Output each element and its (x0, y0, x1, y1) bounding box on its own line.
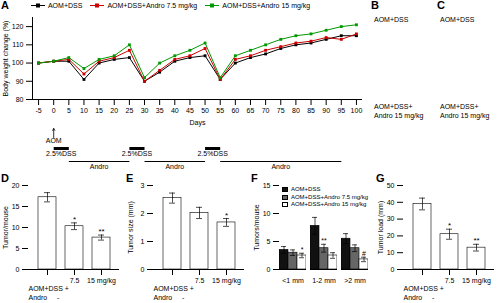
html-text:AOM+DSS: AOM+DSS (440, 16, 475, 23)
svg-text:5: 5 (67, 107, 71, 114)
svg-text:>2 mm: >2 mm (344, 277, 366, 284)
svg-text:30: 30 (141, 107, 149, 114)
html-text:C: C (437, 0, 445, 11)
html-text:AOM+DSS+ Andro 15 mg/kg: AOM+DSS+ Andro 15 mg/kg (440, 103, 490, 119)
svg-text:0: 0 (52, 107, 56, 114)
svg-text:50: 50 (387, 182, 395, 189)
svg-text:90: 90 (16, 78, 24, 85)
svg-text:55: 55 (216, 107, 224, 114)
svg-text:85: 85 (307, 107, 315, 114)
svg-text:40: 40 (171, 107, 179, 114)
svg-text:65: 65 (247, 107, 255, 114)
html-text:AOM+DSS+Andro 15 mg/kg: AOM+DSS+Andro 15 mg/kg (291, 201, 367, 207)
svg-text:10: 10 (387, 249, 395, 256)
svg-text:1: 1 (141, 238, 145, 245)
svg-text:Tumor/mouse: Tumor/mouse (2, 206, 9, 249)
svg-text:Days: Days (190, 119, 206, 127)
svg-text:0: 0 (141, 266, 145, 273)
html-text:F: F (251, 172, 258, 184)
svg-text:AOM+DSS +: AOM+DSS + (404, 285, 444, 292)
svg-text:45: 45 (186, 107, 194, 114)
svg-text:60: 60 (231, 107, 239, 114)
svg-text:2: 2 (141, 210, 145, 217)
svg-text:95: 95 (337, 107, 345, 114)
html-text:G: G (376, 172, 385, 184)
svg-text:Tumor size (mm): Tumor size (mm) (127, 201, 135, 254)
svg-text:10: 10 (263, 210, 271, 217)
svg-text:70: 70 (262, 107, 270, 114)
svg-text:20: 20 (387, 232, 395, 239)
svg-text:100: 100 (351, 107, 363, 114)
svg-text:20: 20 (12, 182, 20, 189)
html-text:AOM+DSS+Andro 15 mg/kg: AOM+DSS+Andro 15 mg/kg (222, 2, 311, 9)
svg-text:20: 20 (110, 107, 118, 114)
svg-text:75: 75 (277, 107, 285, 114)
svg-text:*: * (73, 215, 76, 224)
svg-text:40: 40 (387, 199, 395, 206)
svg-text:15: 15 (263, 182, 271, 189)
html-text:AOM+DSS: AOM+DSS (291, 186, 321, 192)
svg-text:0: 0 (391, 266, 395, 273)
svg-text:2.5%DSS: 2.5%DSS (46, 150, 77, 157)
svg-text:Tumor load (mm): Tumor load (mm) (377, 201, 385, 254)
svg-text:#: # (362, 250, 366, 257)
svg-text:Andro: Andro (90, 163, 109, 170)
svg-text:35: 35 (156, 107, 164, 114)
html-text:AOM+DSS+Andro 7.5 mg/kg: AOM+DSS+Andro 7.5 mg/kg (291, 193, 368, 200)
svg-text:2.5%DSS: 2.5%DSS (197, 150, 228, 157)
svg-text:110: 110 (12, 41, 23, 48)
html-text:AOM+DSS: AOM+DSS (374, 16, 409, 23)
svg-text:AOM+DSS +: AOM+DSS + (29, 285, 69, 292)
svg-text:30: 30 (387, 215, 395, 222)
svg-text:120: 120 (12, 23, 24, 30)
svg-text:80: 80 (292, 107, 300, 114)
svg-text:15: 15 (95, 107, 103, 114)
html-text:E: E (126, 172, 134, 184)
svg-text:Tumors/mouse: Tumors/mouse (253, 204, 260, 251)
svg-text:7.5: 7.5 (195, 277, 205, 284)
svg-text:Andro: Andro (271, 163, 290, 170)
svg-text:10: 10 (12, 224, 20, 231)
svg-text:5: 5 (16, 245, 20, 252)
svg-text:10: 10 (80, 107, 88, 114)
svg-text:100: 100 (12, 59, 24, 66)
svg-text:Andro -: Andro - (154, 294, 185, 301)
html-text:AOM+DSS+Andro 7.5 mg/kg: AOM+DSS+Andro 7.5 mg/kg (107, 2, 198, 9)
svg-text:<1 mm: <1 mm (282, 277, 304, 284)
html-text:AOM+DSS: AOM+DSS (48, 2, 83, 9)
svg-text:5: 5 (267, 238, 271, 245)
svg-text:50: 50 (201, 107, 209, 114)
html-text:A: A (1, 0, 9, 11)
svg-text:80: 80 (16, 96, 24, 103)
svg-text:Andro: Andro (165, 163, 184, 170)
svg-text:3: 3 (141, 182, 145, 189)
svg-text:7.5: 7.5 (445, 277, 455, 284)
svg-text:**: ** (473, 236, 479, 245)
svg-text:Andro -: Andro - (29, 294, 60, 301)
svg-text:15 mg/kg: 15 mg/kg (212, 277, 241, 285)
svg-text:Andro -: Andro - (404, 294, 435, 301)
svg-text:0: 0 (267, 266, 271, 273)
svg-text:AOM: AOM (46, 137, 62, 144)
svg-text:1-2 mm: 1-2 mm (312, 277, 336, 284)
svg-text:*: * (225, 211, 228, 220)
svg-text:0: 0 (16, 266, 20, 273)
svg-text:15: 15 (12, 203, 20, 210)
svg-text:-5: -5 (35, 107, 41, 114)
svg-text:90: 90 (322, 107, 330, 114)
svg-text:Body weight change (%): Body weight change (%) (2, 21, 10, 97)
svg-text:**: ** (98, 227, 104, 236)
svg-text:25: 25 (125, 107, 133, 114)
svg-text:7.5: 7.5 (70, 277, 80, 284)
html-text:B: B (371, 0, 379, 11)
html-text:AOM+DSS+ Andro 15 mg/kg: AOM+DSS+ Andro 15 mg/kg (374, 103, 424, 119)
svg-text:2.5%DSS: 2.5%DSS (122, 150, 153, 157)
svg-text:*: * (448, 221, 451, 230)
svg-text:*: * (301, 246, 304, 253)
svg-text:15 mg/kg: 15 mg/kg (87, 277, 116, 285)
svg-text:15 mg/kg: 15 mg/kg (462, 277, 491, 285)
html-text:D: D (1, 172, 9, 184)
svg-text:AOM+DSS +: AOM+DSS + (154, 285, 194, 292)
svg-text:**: ** (321, 237, 327, 244)
